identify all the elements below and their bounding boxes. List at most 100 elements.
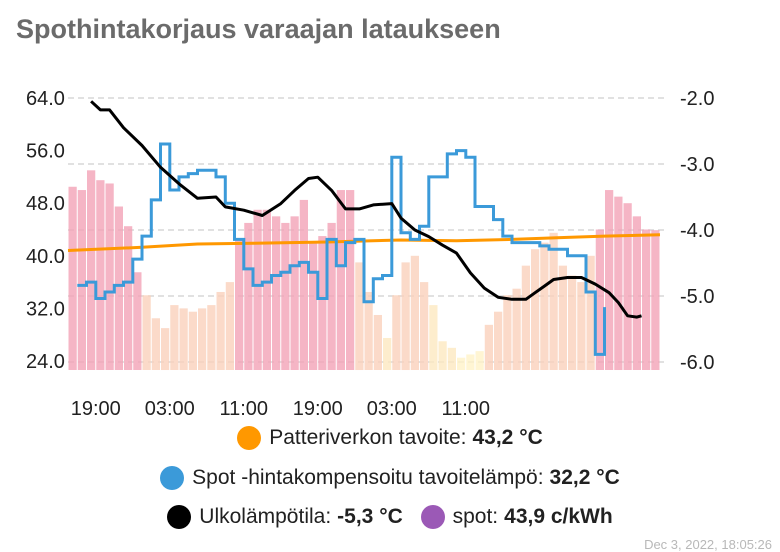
spot-bar [623,203,632,370]
legend-row-3: Ulkolämpötila: -5,3 °C spot: 43,9 c/kWh [0,505,780,535]
spot-bar [466,354,475,370]
legend-value: 43,9 c/kWh [504,505,613,528]
legend-dot-black [167,505,192,529]
spot-bar [346,190,355,370]
legend-label: Patteriverkon tavoite: [269,426,467,449]
spot-bar [651,230,660,370]
spot-bar [188,311,197,370]
spot-bar [253,209,262,370]
x-tick-label: 19:00 [293,398,343,420]
legend-item-spot-tavoitelampo[interactable]: Spot -hintakompensoitu tavoitelämpö: 32,… [160,466,620,490]
spot-bar [373,314,382,370]
legend-item-ulkolampotila[interactable]: Ulkolämpötila: -5,3 °C [167,505,403,529]
spot-bar [68,186,77,370]
legend-item-patteriverkon-tavoite[interactable]: Patteriverkon tavoite: 43,2 °C [237,426,543,450]
series-lines [67,100,661,356]
spot-bar [235,239,244,370]
spot-bar [595,229,604,370]
spot-bar [151,318,160,370]
left-tick-label: 56.0 [26,141,65,163]
timestamp-footer: Dec 3, 2022, 18:05:26 [644,537,772,552]
spot-bar [77,190,86,370]
left-tick-label: 64.0 [26,88,65,110]
x-tick-label: 03:00 [145,398,195,420]
spot-bar [161,328,170,371]
spot-bar [87,170,96,370]
spot-bar [383,337,392,370]
x-tick-label: 19:00 [71,398,121,420]
legend-value: 32,2 °C [549,466,620,489]
spot-bar [420,282,429,370]
spot-bar [410,255,419,370]
spot-bar [614,196,623,371]
x-tick-label: 03:00 [367,398,417,420]
spot-bar [392,295,401,370]
patteriverkon-tavoite-line [67,233,661,252]
spot-bar [355,262,364,371]
legend-value: 43,2 °C [472,426,543,449]
x-tick-label: 11:00 [441,398,490,420]
legend-row-2: Spot -hintakompensoitu tavoitelämpö: 32,… [0,466,780,496]
right-tick-label: -4.0 [680,220,714,242]
spot-bar [262,209,271,370]
legend-row-1: Patteriverkon tavoite: 43,2 °C [0,426,780,456]
spot-bar [105,183,114,370]
left-tick-label: 48.0 [26,193,65,215]
legend-dot-purple [420,505,445,529]
spot-bar [457,357,466,370]
spot-bar [577,282,586,370]
legend-label: Ulkolämpötila: [199,505,332,528]
left-tick-label: 40.0 [26,246,65,268]
spot-bar [484,324,493,370]
spot-bar [179,308,188,370]
spot-bar [309,242,318,370]
spot-bar [429,305,438,370]
spot-bar [605,190,614,370]
legend-value: -5,3 °C [337,505,403,528]
spot-bar [401,262,410,371]
left-tick-label: 32.0 [26,298,65,320]
spot-bar [447,347,456,370]
right-tick-label: -3.0 [680,154,714,176]
legend-item-spot[interactable]: spot: 43,9 c/kWh [420,505,613,529]
spot-bar [586,255,595,370]
spot-bar [114,206,123,370]
spot-bar [299,199,308,370]
spot-bar [281,222,290,370]
right-tick-label: -5.0 [680,286,714,308]
legend-label: Spot -hintakompensoitu tavoitelämpö: [192,466,544,489]
legend-label: spot: [452,505,499,528]
spot-bar [207,305,216,370]
spot-bar [244,222,253,370]
legend-dot-blue [160,466,185,490]
spot-bars [68,170,660,371]
spot-bar [568,275,577,370]
right-tick-label: -6.0 [680,352,714,374]
spot-bar [225,282,234,370]
left-axis: 64.0 56.0 48.0 40.0 32.0 24.0 [26,88,65,373]
spot-bar [558,265,567,370]
x-axis: 19:00 03:00 11:00 19:00 03:00 11:00 [71,398,490,420]
spot-bar [142,295,151,370]
spot-bar [124,226,133,370]
ulkolampotila-line [90,100,642,319]
right-tick-label: -2.0 [680,88,714,110]
spot-bar [198,308,207,370]
right-axis: -2.0 -3.0 -4.0 -5.0 -6.0 [680,88,714,374]
legend-dot-orange [237,426,262,450]
spot-bar [96,180,105,370]
spot-bar [521,265,530,370]
spot-bar [438,341,447,370]
spot-bar [512,288,521,370]
spot-bar [531,249,540,370]
spot-bar [327,222,336,370]
spot-bar [540,242,549,370]
left-tick-label: 24.0 [26,351,65,373]
spot-bar [549,232,558,370]
spot-bar [503,295,512,370]
spot-bar [336,190,345,370]
x-tick-label: 11:00 [219,398,268,420]
spot-bar [170,305,179,370]
